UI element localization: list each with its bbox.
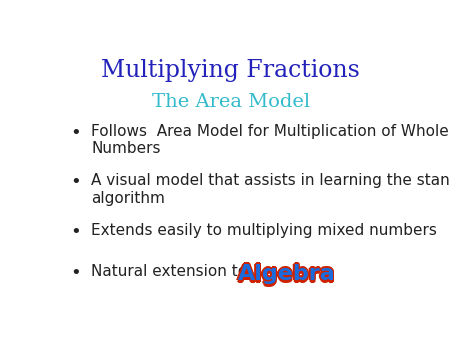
Text: A visual model that assists in learning the standard
algorithm: A visual model that assists in learning …: [91, 173, 450, 206]
Text: Algebra: Algebra: [237, 263, 334, 283]
Text: Algebra: Algebra: [238, 262, 335, 282]
Text: Follows  Area Model for Multiplication of Whole
Numbers: Follows Area Model for Multiplication of…: [91, 124, 449, 156]
Text: •: •: [70, 223, 81, 241]
Text: Algebra: Algebra: [239, 264, 337, 284]
Text: Algebra: Algebra: [236, 264, 334, 284]
Text: Multiplying Fractions: Multiplying Fractions: [101, 59, 360, 82]
Text: Algebra: Algebra: [238, 264, 335, 284]
Text: Natural extension to: Natural extension to: [91, 264, 252, 280]
Text: Algebra: Algebra: [237, 266, 334, 286]
Text: •: •: [70, 124, 81, 142]
Text: •: •: [70, 264, 81, 282]
Text: The Area Model: The Area Model: [152, 93, 310, 111]
Text: Algebra: Algebra: [238, 263, 337, 283]
Text: Algebra: Algebra: [238, 267, 335, 287]
Text: •: •: [70, 173, 81, 191]
Text: Algebra: Algebra: [238, 266, 337, 286]
Text: Extends easily to multiplying mixed numbers: Extends easily to multiplying mixed numb…: [91, 223, 437, 238]
